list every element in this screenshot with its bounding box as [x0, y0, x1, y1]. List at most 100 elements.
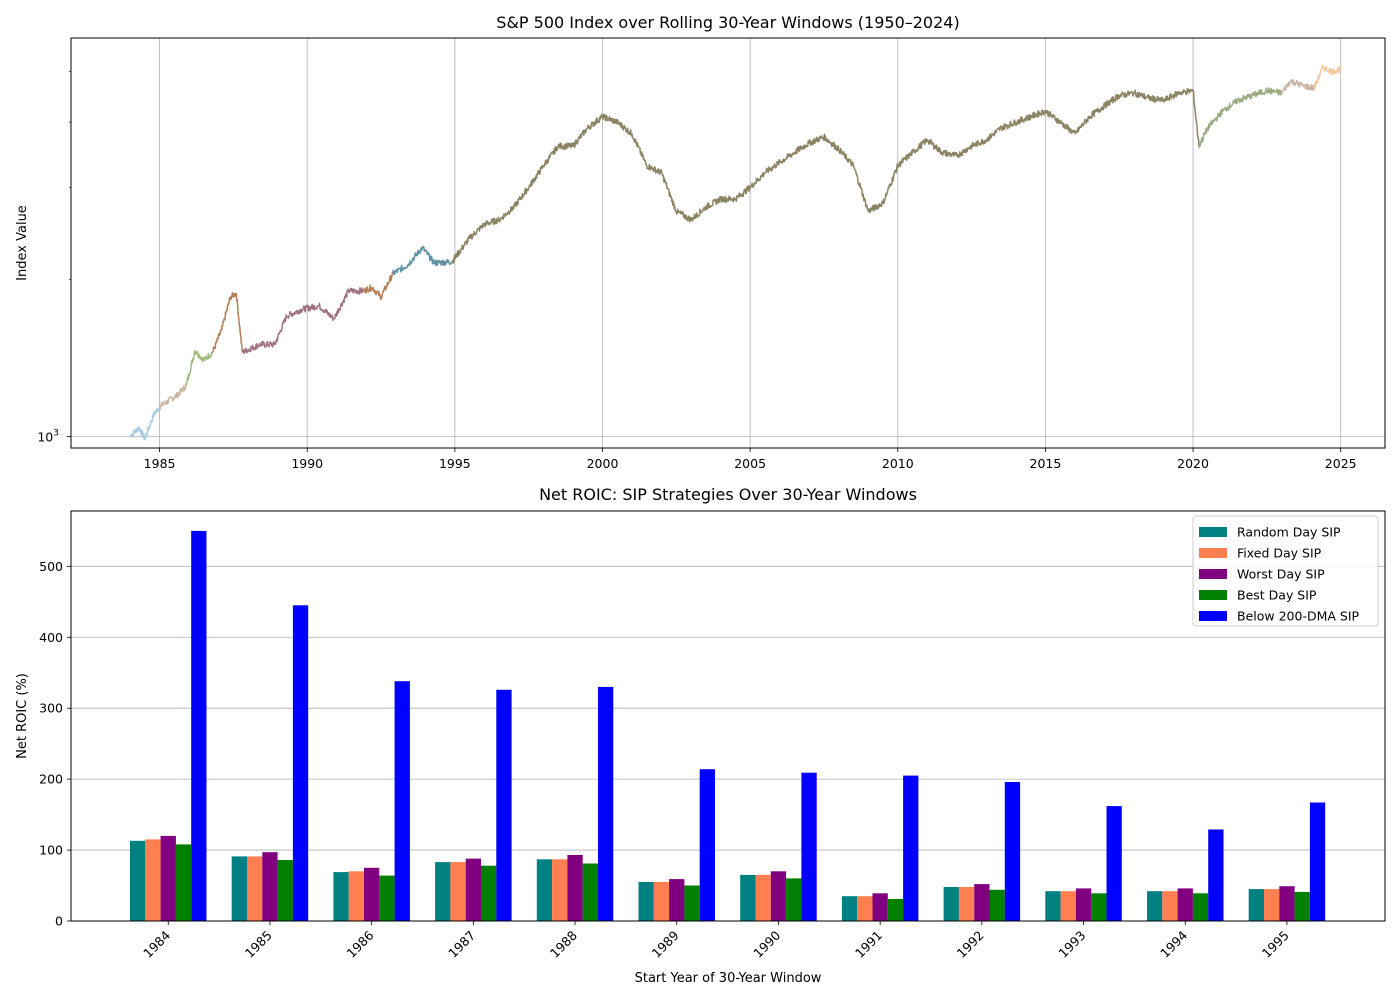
index-line-chart: S&P 500 Index over Rolling 30-Year Windo…: [15, 13, 1386, 471]
bar: [1045, 891, 1061, 921]
bar: [1060, 891, 1076, 921]
axis-ticks: 1985 1990 1995 2000 2005 2010 2015 2020 2025 103: [37, 71, 1357, 471]
bar: [669, 879, 685, 921]
bar: [496, 689, 512, 921]
plot-frame: [70, 37, 1386, 449]
y-tick-label: 100: [39, 843, 63, 858]
legend-label: Fixed Day SIP: [1237, 546, 1322, 561]
x-tick-label: 2015: [1030, 456, 1062, 471]
legend-label: Random Day SIP: [1237, 525, 1341, 540]
bar: [1192, 893, 1209, 921]
bar: [1294, 891, 1310, 921]
bar: [1208, 829, 1224, 921]
x-tick-label: 1990: [750, 928, 783, 961]
bar: [1177, 888, 1193, 921]
bar: [989, 889, 1005, 921]
bar: [1004, 782, 1021, 921]
bar: [887, 899, 904, 921]
x-tick-label: 1985: [144, 456, 176, 471]
bar: [755, 874, 771, 921]
bar: [1162, 891, 1178, 921]
bar: [435, 862, 451, 921]
legend-swatch: [1199, 527, 1227, 537]
bar: [536, 859, 553, 921]
x-tick-label: 1994: [1157, 928, 1190, 961]
bar: [277, 860, 293, 921]
index-series-line: [211, 291, 244, 353]
y-axis-label: Net ROIC (%): [15, 673, 30, 759]
bar: [974, 884, 990, 921]
bar: [943, 887, 959, 921]
bar: [292, 605, 309, 921]
legend-swatch: [1199, 548, 1227, 558]
bar: [1279, 886, 1295, 921]
bar: [857, 896, 873, 921]
bar: [958, 887, 975, 921]
legend: Random Day SIP Fixed Day SIP Worst Day SIP…: [1192, 515, 1379, 627]
x-tick-label: 1984: [140, 928, 173, 961]
bars: [130, 530, 1326, 921]
index-series-lines: [129, 64, 1342, 441]
index-series-line: [392, 245, 453, 276]
bar: [1309, 802, 1326, 921]
bar: [481, 865, 497, 921]
bar: [770, 871, 787, 921]
index-series-line: [1313, 64, 1342, 89]
bar: [786, 878, 802, 921]
bar: [1106, 806, 1122, 921]
x-tick-label: 2000: [587, 456, 619, 471]
bar: [145, 839, 161, 921]
bar: [1264, 889, 1280, 921]
bar: [567, 855, 583, 921]
x-tick-label: 2020: [1177, 456, 1209, 471]
x-tick-label: 1986: [343, 928, 376, 961]
bar: [740, 874, 756, 921]
x-tick-label: 1989: [649, 928, 682, 961]
index-series-line: [362, 271, 394, 301]
index-series-line: [158, 384, 187, 410]
index-series-line: [129, 406, 161, 441]
bar: [903, 775, 919, 921]
bar: [130, 840, 146, 921]
bar: [801, 772, 817, 921]
legend-swatch: [1199, 611, 1227, 621]
bar: [1248, 889, 1264, 921]
bar: [231, 856, 247, 921]
x-tick-label: 1985: [242, 928, 275, 961]
legend-label: Below 200-DMA SIP: [1237, 609, 1360, 624]
index-series-line: [241, 287, 365, 355]
x-tick-label: 2025: [1325, 456, 1357, 471]
bar: [638, 882, 654, 921]
bar: [552, 859, 568, 921]
x-tick-label: 1988: [547, 928, 580, 961]
roic-bar-chart: Net ROIC: SIP Strategies Over 30-Year Wi…: [15, 485, 1386, 986]
bar: [175, 844, 192, 921]
y-tick-label: 400: [39, 630, 63, 645]
x-tick-label: 2005: [734, 456, 766, 471]
bar: [191, 530, 207, 921]
legend-swatch: [1199, 590, 1227, 600]
bar: [465, 858, 481, 921]
x-tick-label: 1992: [954, 928, 987, 961]
bar: [1147, 891, 1163, 921]
bar: [582, 863, 598, 921]
x-tick-label: 1995: [439, 456, 471, 471]
index-series-line: [451, 88, 1200, 264]
y-tick-label: 200: [39, 772, 63, 787]
bar: [598, 686, 614, 921]
x-tick-label: 1995: [1259, 928, 1292, 961]
x-tick-label: 1993: [1055, 928, 1088, 961]
bar: [684, 885, 700, 921]
bar: [872, 893, 888, 921]
bar: [348, 871, 364, 921]
index-series-line: [1198, 87, 1283, 149]
bar: [450, 862, 466, 921]
grid: [71, 38, 1385, 448]
y-tick-label: 0: [55, 914, 63, 929]
bar: [699, 769, 715, 921]
x-axis-label: Start Year of 30-Year Window: [635, 971, 822, 986]
bar: [1091, 893, 1107, 921]
index-series-line: [185, 349, 214, 386]
index-series-line: [1280, 78, 1315, 94]
